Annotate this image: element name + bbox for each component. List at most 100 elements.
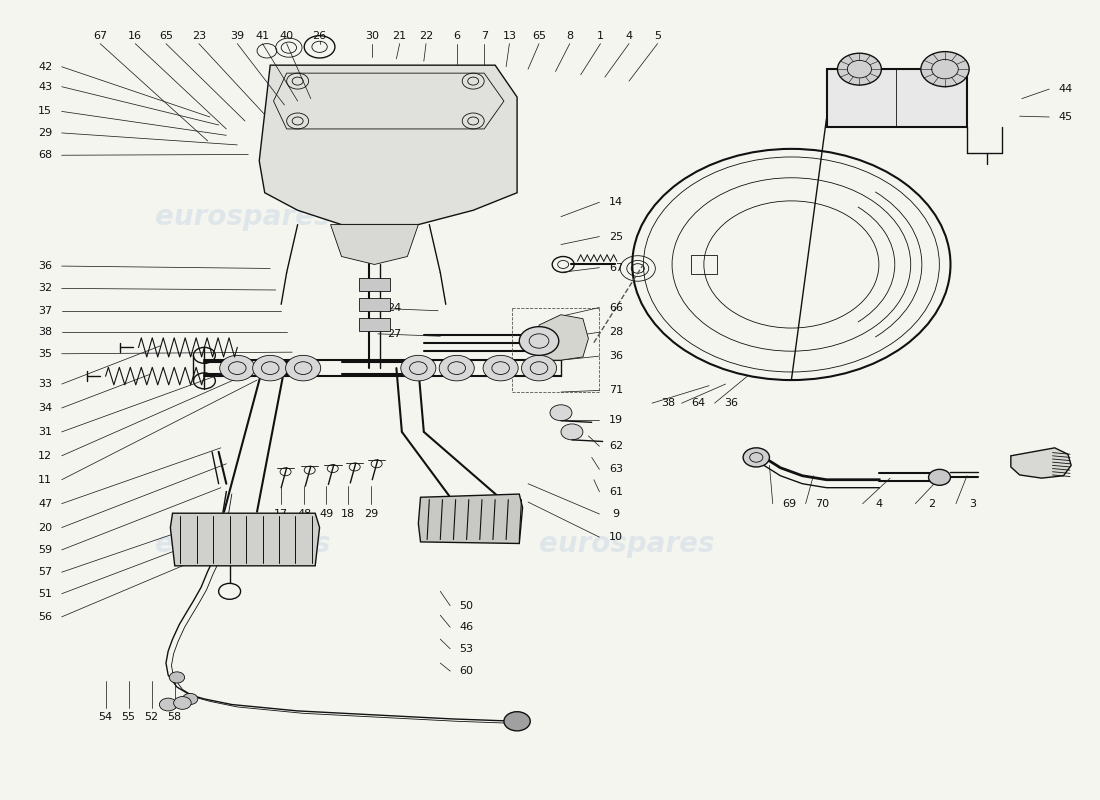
Text: 50: 50 [460, 601, 474, 610]
Text: 29: 29 [364, 509, 378, 519]
Circle shape [561, 424, 583, 440]
Text: 46: 46 [460, 622, 474, 632]
Text: 66: 66 [608, 302, 623, 313]
Text: 60: 60 [460, 666, 474, 676]
Polygon shape [1011, 448, 1071, 478]
Text: 51: 51 [39, 589, 53, 598]
Polygon shape [539, 314, 588, 360]
Text: 18: 18 [341, 509, 355, 519]
Text: 38: 38 [39, 327, 53, 338]
Text: 63: 63 [608, 464, 623, 474]
Circle shape [220, 355, 255, 381]
Text: 32: 32 [39, 283, 53, 294]
Text: 36: 36 [724, 398, 738, 408]
Text: 48: 48 [297, 509, 311, 519]
Text: eurospares: eurospares [539, 530, 715, 558]
Circle shape [519, 326, 559, 355]
Circle shape [253, 355, 288, 381]
Text: 5: 5 [654, 30, 661, 41]
Text: 65: 65 [160, 30, 173, 41]
Text: 62: 62 [608, 442, 623, 451]
Text: 36: 36 [39, 261, 53, 271]
Text: 19: 19 [608, 415, 623, 425]
Bar [826, 69, 967, 126]
Circle shape [744, 448, 769, 467]
Text: 40: 40 [279, 30, 294, 41]
Text: 69: 69 [782, 498, 796, 509]
Text: 4: 4 [876, 498, 882, 509]
Text: 38: 38 [661, 398, 675, 408]
Text: 13: 13 [503, 30, 516, 41]
Circle shape [921, 52, 969, 86]
Text: 25: 25 [608, 231, 623, 242]
Text: 22: 22 [419, 30, 433, 41]
Circle shape [504, 712, 530, 731]
Circle shape [521, 355, 557, 381]
Text: 20: 20 [39, 522, 53, 533]
Text: 15: 15 [39, 106, 53, 117]
Circle shape [169, 672, 185, 683]
Text: 49: 49 [319, 509, 333, 519]
Circle shape [183, 694, 198, 705]
Text: 29: 29 [39, 128, 53, 138]
Circle shape [483, 355, 518, 381]
Text: 67: 67 [94, 30, 107, 41]
Text: 57: 57 [39, 567, 53, 578]
Text: 10: 10 [608, 532, 623, 542]
Text: 61: 61 [608, 486, 623, 497]
Text: 9: 9 [613, 509, 619, 519]
Text: 37: 37 [39, 306, 53, 316]
Text: 30: 30 [365, 30, 380, 41]
Text: 12: 12 [39, 451, 53, 461]
Text: 3: 3 [969, 498, 976, 509]
Text: eurospares: eurospares [155, 530, 330, 558]
Text: 67: 67 [608, 262, 623, 273]
Text: 53: 53 [460, 644, 474, 654]
Text: 56: 56 [39, 612, 53, 622]
Text: 68: 68 [39, 150, 53, 160]
Text: 71: 71 [608, 386, 623, 395]
Text: 4: 4 [626, 30, 632, 41]
Circle shape [439, 355, 474, 381]
Text: 23: 23 [191, 30, 206, 41]
Text: 21: 21 [393, 30, 407, 41]
Text: 24: 24 [387, 303, 402, 314]
Text: 58: 58 [167, 712, 182, 722]
Circle shape [550, 405, 572, 421]
Text: 1: 1 [597, 30, 604, 41]
Polygon shape [331, 225, 418, 265]
Circle shape [837, 54, 881, 85]
Text: 54: 54 [99, 712, 112, 722]
Text: 47: 47 [39, 498, 53, 509]
Text: 16: 16 [129, 30, 142, 41]
Text: 64: 64 [691, 398, 705, 408]
Polygon shape [170, 514, 320, 566]
Text: 17: 17 [274, 509, 288, 519]
Text: 55: 55 [122, 712, 135, 722]
Text: eurospares: eurospares [155, 202, 330, 230]
Text: 52: 52 [144, 712, 158, 722]
Text: 34: 34 [39, 403, 53, 413]
Text: 6: 6 [453, 30, 460, 41]
Circle shape [506, 714, 528, 730]
Polygon shape [418, 494, 522, 543]
Text: 11: 11 [39, 474, 53, 485]
Text: 36: 36 [608, 351, 623, 361]
Text: 43: 43 [39, 82, 53, 92]
Text: 27: 27 [387, 329, 402, 339]
Text: 28: 28 [608, 327, 623, 338]
Text: 7: 7 [481, 30, 487, 41]
Text: 39: 39 [230, 30, 244, 41]
Text: 2: 2 [928, 498, 935, 509]
Circle shape [928, 470, 950, 486]
Text: 8: 8 [566, 30, 573, 41]
Bar [359, 298, 389, 310]
Text: 59: 59 [39, 545, 53, 555]
Bar [359, 278, 389, 290]
Circle shape [286, 355, 321, 381]
Text: 65: 65 [532, 30, 546, 41]
Text: 31: 31 [39, 427, 53, 437]
Text: 42: 42 [39, 62, 53, 72]
Text: 70: 70 [815, 498, 829, 509]
Text: 14: 14 [608, 198, 623, 207]
